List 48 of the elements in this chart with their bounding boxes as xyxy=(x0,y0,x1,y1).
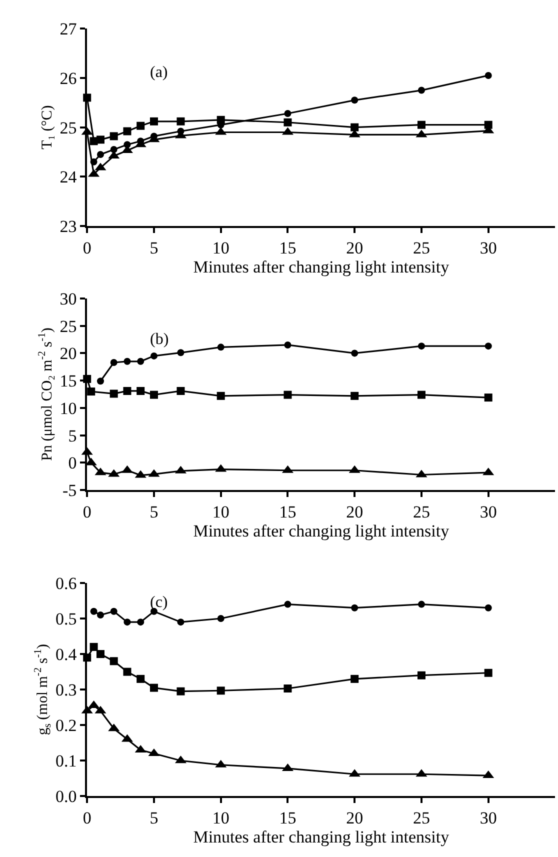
y-tick-label: 0.5 xyxy=(55,609,77,628)
x-tick-label: 20 xyxy=(346,808,364,828)
y-tick-label: 20 xyxy=(60,344,77,364)
x-tick-label: 30 xyxy=(480,502,497,522)
x-tick-label: 25 xyxy=(412,238,430,258)
x-tick-label: 30 xyxy=(480,238,497,258)
y-axis-title: T₁ (°C) xyxy=(39,105,56,150)
y-tick-label: 24 xyxy=(60,168,78,187)
y-tick-label: 0.2 xyxy=(55,716,77,736)
annotation: (c) xyxy=(150,594,168,611)
x-tick-label: 20 xyxy=(346,502,364,522)
annotation: (b) xyxy=(150,331,169,348)
x-tick-label: 15 xyxy=(279,238,296,258)
y-tick-label: 25 xyxy=(60,316,77,336)
x-tick-label: 25 xyxy=(412,808,430,828)
x-tick-label: 10 xyxy=(212,502,230,522)
x-tick-label: 0 xyxy=(82,238,92,258)
x-tick-label: 10 xyxy=(212,808,230,828)
x-axis-title: Minutes after changing light intensity xyxy=(193,257,450,276)
x-tick-label: 5 xyxy=(150,502,158,522)
x-tick-label: 20 xyxy=(346,238,364,258)
x-tick-label: 15 xyxy=(279,502,296,522)
x-axis-title: Minutes after changing light intensity xyxy=(193,521,450,540)
y-tick-label: 27 xyxy=(60,20,78,39)
y-tick-label: 15 xyxy=(60,372,77,391)
y-tick-label: 0 xyxy=(68,454,77,473)
y-tick-label: 0.0 xyxy=(55,787,77,806)
y-tick-label: 25 xyxy=(60,118,77,138)
y-tick-label: 5 xyxy=(68,426,77,446)
y-tick-label: 0.4 xyxy=(55,644,78,664)
x-axis-title: Minutes after changing light intensity xyxy=(193,828,450,847)
y-tick-label: 30 xyxy=(60,289,77,308)
y-tick-label: 10 xyxy=(60,398,77,418)
y-tick-label: 23 xyxy=(60,217,77,236)
annotation: (a) xyxy=(150,64,168,81)
y-tick-label: -5 xyxy=(62,481,77,500)
y-tick-label: 0.6 xyxy=(55,574,77,593)
y-tick-label: 0.1 xyxy=(55,752,77,771)
x-tick-label: 0 xyxy=(82,808,92,828)
x-tick-label: 15 xyxy=(279,808,296,828)
x-tick-label: 5 xyxy=(150,238,158,258)
x-tick-label: 25 xyxy=(412,502,430,522)
x-tick-label: 0 xyxy=(82,502,92,522)
x-tick-label: 10 xyxy=(212,238,230,258)
y-tick-label: 26 xyxy=(60,68,77,88)
x-tick-label: 5 xyxy=(150,808,158,828)
x-tick-label: 30 xyxy=(480,808,497,828)
y-tick-label: 0.3 xyxy=(55,680,77,700)
